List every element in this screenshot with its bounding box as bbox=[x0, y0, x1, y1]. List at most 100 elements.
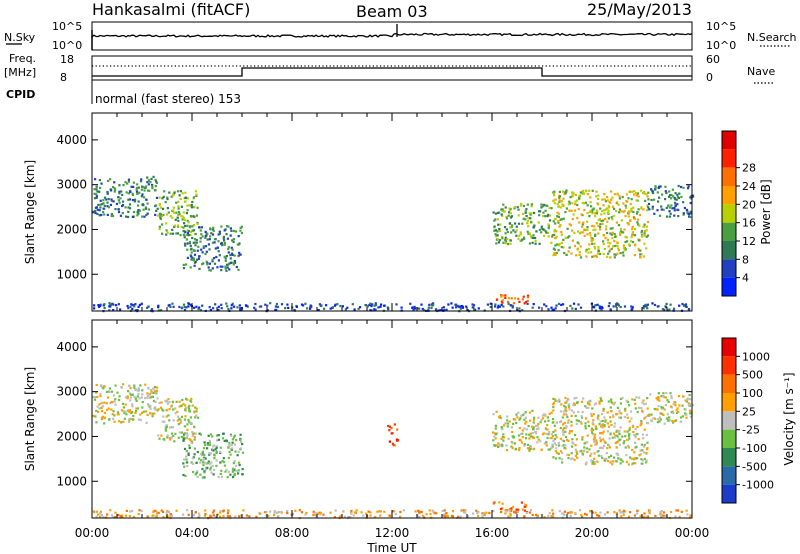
colorbar-segment bbox=[722, 466, 736, 485]
data-cell bbox=[588, 400, 591, 403]
data-cell bbox=[144, 207, 148, 210]
data-cell bbox=[498, 239, 501, 242]
data-cell bbox=[199, 473, 202, 476]
data-cell bbox=[500, 208, 503, 211]
data-cell bbox=[501, 301, 504, 304]
data-cell bbox=[565, 190, 568, 193]
data-cell bbox=[583, 208, 586, 212]
data-cell bbox=[208, 238, 211, 241]
data-cell bbox=[511, 224, 514, 227]
data-cell bbox=[633, 190, 636, 193]
data-cell bbox=[558, 190, 561, 193]
data-cell bbox=[677, 184, 680, 188]
data-cell bbox=[610, 233, 613, 236]
data-cell bbox=[607, 245, 610, 248]
data-cell bbox=[627, 463, 630, 466]
data-cell bbox=[591, 189, 594, 192]
data-cell bbox=[634, 434, 637, 437]
y-tick-label: 1000 bbox=[56, 474, 87, 488]
data-cell bbox=[500, 510, 503, 514]
data-cell bbox=[610, 247, 613, 250]
data-cell bbox=[188, 204, 191, 207]
data-cell bbox=[613, 425, 616, 428]
data-cell bbox=[189, 304, 193, 307]
data-cell bbox=[571, 307, 574, 310]
data-cell bbox=[650, 419, 653, 422]
data-cell bbox=[122, 409, 125, 413]
data-cell bbox=[676, 208, 679, 211]
data-cell bbox=[93, 398, 97, 401]
data-cell bbox=[561, 461, 564, 464]
data-cell bbox=[500, 294, 503, 297]
data-cell bbox=[535, 230, 538, 233]
data-cell bbox=[646, 441, 649, 444]
data-cell bbox=[517, 214, 520, 217]
data-cell bbox=[658, 399, 661, 402]
data-cell bbox=[207, 266, 210, 269]
data-cell bbox=[595, 441, 598, 444]
data-cell bbox=[678, 515, 681, 519]
data-cell bbox=[538, 228, 541, 231]
data-cell bbox=[191, 433, 195, 436]
data-cell bbox=[522, 295, 525, 298]
data-cell bbox=[562, 217, 565, 220]
data-cell bbox=[632, 425, 635, 428]
data-cell bbox=[556, 451, 559, 454]
data-cell bbox=[454, 306, 458, 309]
data-cell bbox=[204, 235, 207, 238]
data-cell bbox=[506, 242, 510, 246]
data-cell bbox=[192, 258, 195, 261]
data-cell bbox=[186, 434, 189, 437]
data-cell bbox=[609, 248, 612, 251]
data-cell bbox=[605, 225, 608, 228]
data-cell bbox=[201, 251, 204, 254]
data-cell bbox=[562, 443, 565, 447]
data-cell bbox=[643, 417, 646, 420]
data-cell bbox=[628, 437, 631, 440]
data-cell bbox=[147, 208, 150, 211]
data-cell bbox=[627, 515, 631, 518]
data-cell bbox=[592, 423, 595, 426]
data-cell bbox=[562, 440, 566, 443]
data-cell bbox=[111, 302, 114, 305]
data-cell bbox=[180, 205, 183, 208]
data-cell bbox=[166, 436, 169, 439]
data-cell bbox=[641, 234, 644, 237]
data-cell bbox=[593, 463, 596, 466]
data-cell bbox=[633, 398, 636, 401]
data-cell bbox=[509, 514, 512, 517]
data-cell bbox=[550, 207, 553, 210]
data-cell bbox=[414, 510, 417, 513]
data-cell bbox=[209, 235, 212, 238]
data-cell bbox=[510, 426, 513, 429]
data-cell bbox=[226, 476, 229, 479]
power-colorbar-label: Power [dB] bbox=[759, 179, 773, 244]
data-cell bbox=[588, 243, 591, 246]
data-cell bbox=[544, 215, 547, 218]
data-cell bbox=[593, 225, 596, 228]
data-cell bbox=[374, 515, 377, 519]
data-cell bbox=[186, 423, 189, 426]
data-cell bbox=[585, 461, 588, 464]
x-tick-label: 04:00 bbox=[175, 526, 210, 540]
data-cell bbox=[441, 509, 444, 513]
data-cell bbox=[656, 209, 659, 212]
data-cell bbox=[604, 419, 607, 422]
data-cell bbox=[622, 231, 625, 234]
data-cell bbox=[687, 185, 690, 188]
data-cell bbox=[393, 423, 396, 426]
data-cell bbox=[531, 513, 534, 517]
data-cell bbox=[570, 252, 573, 255]
data-cell bbox=[532, 447, 536, 450]
data-cell bbox=[172, 419, 175, 422]
colorbar-segment bbox=[722, 448, 736, 467]
data-cell bbox=[636, 411, 639, 414]
data-cell bbox=[494, 433, 498, 436]
data-cell bbox=[188, 438, 191, 441]
data-cell bbox=[174, 432, 177, 435]
data-cell bbox=[499, 223, 502, 226]
data-cell bbox=[663, 422, 666, 425]
data-cell bbox=[161, 420, 164, 423]
data-cell bbox=[146, 403, 150, 406]
data-cell bbox=[114, 208, 117, 211]
